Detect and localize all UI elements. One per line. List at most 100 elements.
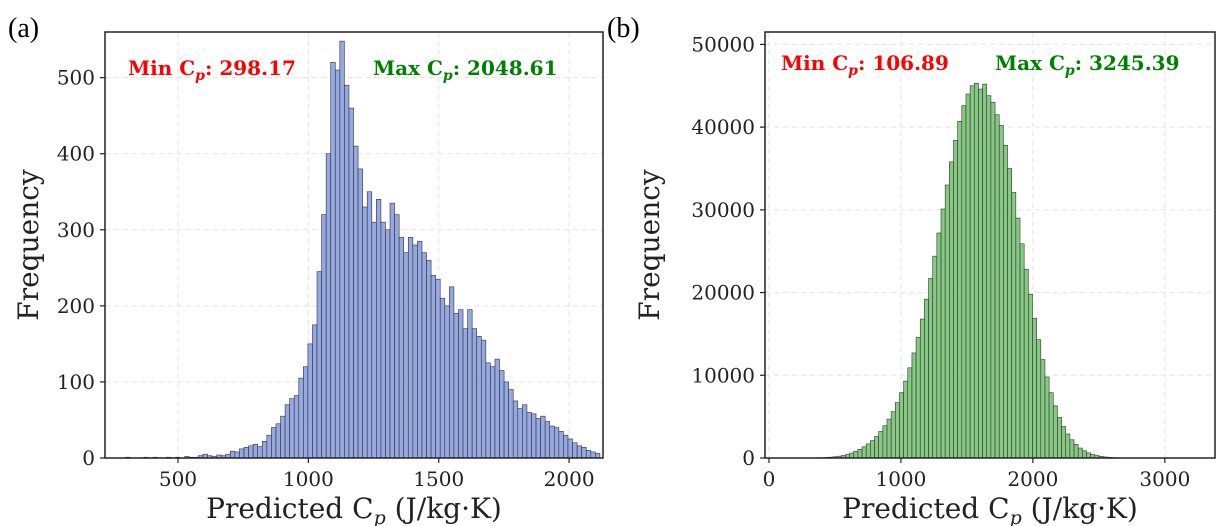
- panel-a-bar: [549, 425, 555, 459]
- panel-b-bar: [1057, 417, 1062, 459]
- panel-a-bar: [353, 145, 359, 459]
- panel-b-xtick-label: 3000: [1139, 467, 1190, 491]
- panel-a-ytick-label: 300: [57, 218, 95, 242]
- panel-a-xtick-label: 2000: [544, 467, 595, 491]
- panel-b-bar: [1036, 339, 1042, 459]
- panel-b-bar: [994, 114, 1000, 459]
- panel-a-max-annotation: Max Cp: 2048.61: [373, 56, 558, 84]
- panel-a-min-sub: p: [195, 68, 205, 84]
- panel-a-bar: [585, 450, 592, 459]
- panel-a-bar: [494, 358, 500, 459]
- panel-b-bar: [990, 102, 996, 459]
- panel-b-min-sub: p: [848, 63, 858, 79]
- panel-a-plot-frame: [104, 31, 604, 459]
- panel-a-bar: [248, 445, 254, 459]
- panel-a-bar: [275, 423, 281, 459]
- panel-b-bar: [978, 88, 983, 459]
- panel-a-bar: [435, 278, 441, 459]
- panel-a-bar: [531, 413, 537, 459]
- panel-b-bar: [1007, 168, 1012, 459]
- panel-b-max-prefix: Max C: [995, 51, 1065, 75]
- panel-a-xlabel-suffix: (J/kg·K): [386, 492, 502, 525]
- panel-b-bar: [899, 392, 904, 459]
- panel-a-bar: [426, 259, 432, 459]
- panel-a-bar: [366, 191, 373, 459]
- panel-a-ytick-label: 0: [82, 446, 95, 470]
- panel-a-bar: [289, 398, 295, 459]
- panel-b-max-annotation: Max Cp: 3245.39: [995, 51, 1180, 79]
- panel-a-bar: [284, 404, 290, 459]
- panel-a-bar: [572, 442, 578, 459]
- panel-b-bar: [895, 402, 900, 459]
- panel-a-xlabel-sub: p: [374, 507, 386, 526]
- panel-a-bar: [312, 324, 318, 459]
- panel-b-bar: [1011, 192, 1017, 459]
- panel-b-bar: [853, 451, 859, 459]
- panel-b-bar: [969, 85, 975, 459]
- panel-a-bar: [590, 451, 596, 459]
- panel-a-bar: [376, 199, 382, 459]
- panel-a-bar: [444, 305, 450, 459]
- panel-b-bar: [924, 298, 929, 459]
- panel-b-bar: [870, 440, 875, 459]
- panel-a-bar: [430, 275, 436, 459]
- panel-b-ytick-label: 10000: [691, 363, 755, 387]
- panel-b-bar: [1065, 433, 1071, 459]
- panel-b-bar: [957, 121, 963, 459]
- panel-a-bar: [348, 107, 354, 459]
- panel-b-bar: [886, 418, 892, 459]
- panel-a-bar: [544, 421, 551, 459]
- panel-a-x-axis-label: Predicted Cp (J/kg·K): [206, 492, 502, 526]
- panel-a-bar: [330, 62, 336, 459]
- panel-a-bar: [581, 447, 587, 459]
- panel-b-bar: [1086, 452, 1091, 459]
- panel-a-bar: [480, 339, 487, 459]
- panel-a-bar: [512, 400, 519, 459]
- panel-b-bar: [1073, 444, 1079, 459]
- panel-a-bar: [307, 343, 313, 459]
- panel-a-tag: (a): [8, 13, 39, 44]
- panel-a-min-annotation: Min Cp: 298.17: [128, 56, 296, 84]
- panel-a-bar: [398, 237, 405, 459]
- panel-a-bar: [389, 202, 395, 459]
- panel-a-min-prefix: Min C: [128, 56, 195, 80]
- panel-b-bar: [928, 278, 934, 459]
- panel-a-bar: [412, 244, 418, 459]
- panel-a-bar: [576, 445, 582, 459]
- panel-a-bar: [476, 335, 482, 459]
- panel-b-bar: [903, 380, 909, 459]
- panel-a-bar: [508, 389, 514, 459]
- panel-a-xlabel-prefix: Predicted C: [206, 492, 373, 525]
- panel-a: (a) 0 100 200 300 400 500 500 1000 1500 2000 Min …: [8, 13, 604, 526]
- panel-a-max-sub: p: [443, 68, 453, 84]
- panel-a-bar: [535, 418, 541, 459]
- panel-b-bar: [936, 232, 942, 459]
- panel-b-bar: [1003, 145, 1008, 459]
- panel-b-bar: [1019, 243, 1025, 459]
- panel-a-bar: [499, 370, 505, 459]
- panel-b-bar: [857, 449, 863, 459]
- panel-b-bar: [961, 105, 967, 459]
- panel-b-bar: [1040, 359, 1046, 459]
- panel-a-xtick-label: 1000: [283, 467, 334, 491]
- panel-b-bar: [973, 82, 979, 459]
- panel-a-bar: [303, 366, 309, 459]
- panel-a-bar: [371, 221, 377, 459]
- panel-a-bar: [385, 229, 391, 459]
- panel-b-bar: [986, 95, 992, 459]
- panel-a-bar: [449, 286, 455, 459]
- panel-b-max-value: : 3245.39: [1075, 51, 1180, 75]
- panel-a-bar: [394, 214, 400, 459]
- panel-b-ytick-label: 50000: [691, 32, 755, 56]
- panel-b-plot-frame: [764, 31, 1216, 459]
- panel-a-ytick-label: 200: [57, 294, 95, 318]
- panel-a-bar: [503, 381, 509, 459]
- panel-b-bar: [890, 411, 896, 459]
- panel-b-bar: [919, 318, 925, 459]
- panel-b-ytick-label: 30000: [691, 198, 755, 222]
- panel-a-bar: [458, 309, 464, 459]
- panel-b-bar: [1015, 217, 1021, 459]
- panel-b-xtick-label: 2000: [1007, 467, 1058, 491]
- panel-b-bar: [1082, 450, 1087, 459]
- panel-a-bar: [485, 362, 491, 459]
